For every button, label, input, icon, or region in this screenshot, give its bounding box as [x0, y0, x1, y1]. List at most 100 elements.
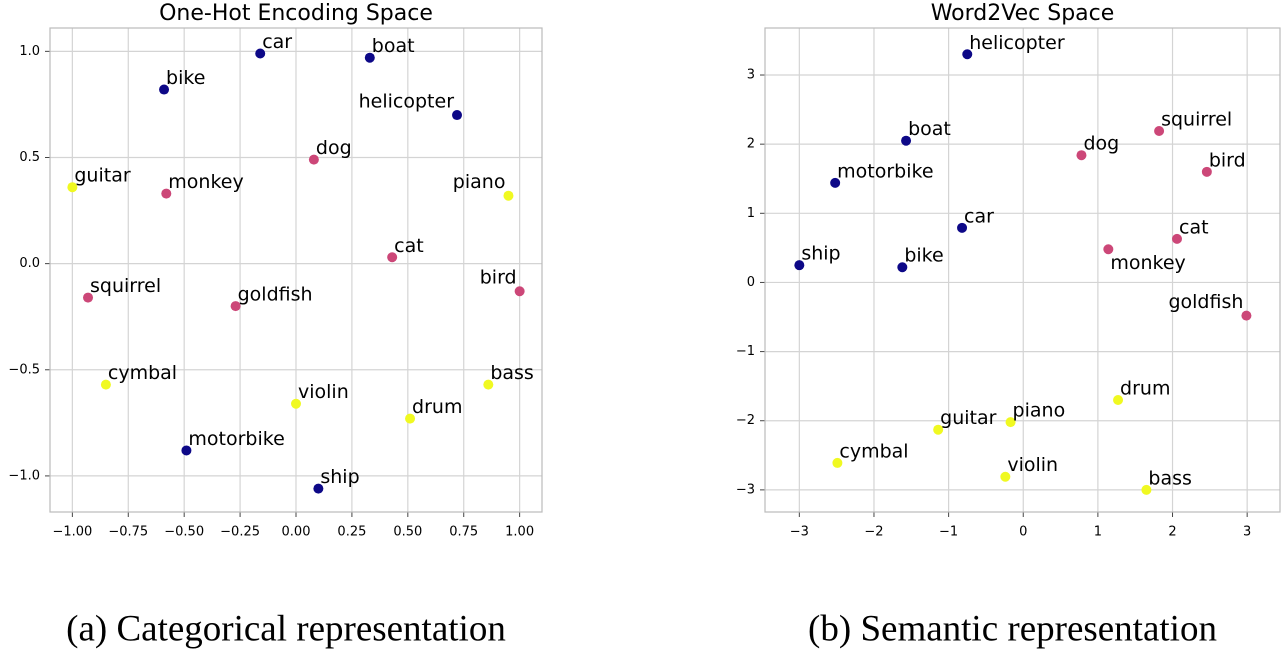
point [161, 188, 172, 199]
point-label: guitar [74, 165, 130, 187]
point [364, 52, 375, 63]
x-tick-label: −0.50 [164, 525, 204, 540]
point-label: motorbike [837, 160, 933, 182]
point-label: dog [1083, 133, 1119, 155]
y-tick-label: −0.5 [8, 362, 40, 377]
point-label: ship [320, 466, 359, 488]
x-tick-label: −2 [864, 525, 883, 540]
point [830, 177, 841, 188]
x-tick-label: 0 [1019, 525, 1027, 540]
point-label: motorbike [188, 428, 284, 450]
point-label: bass [1148, 467, 1192, 489]
x-tick-label: −0.25 [220, 525, 260, 540]
y-tick-label: −3 [736, 482, 755, 497]
chart-title: One-Hot Encoding Space [159, 1, 433, 26]
y-tick-label: 2 [747, 137, 755, 152]
point [1154, 126, 1165, 137]
point [794, 260, 805, 271]
point-label: boat [908, 118, 951, 140]
point-label: piano [453, 171, 506, 193]
point [1241, 310, 1252, 321]
point [230, 301, 241, 312]
y-tick-label: 1 [747, 206, 755, 221]
plot-frame [764, 27, 1281, 513]
point [503, 190, 514, 201]
point [100, 379, 111, 390]
point [291, 398, 301, 409]
point-label: helicopter [359, 91, 455, 113]
point-label: cymbal [839, 440, 908, 462]
point-label: bass [490, 362, 534, 384]
point [387, 252, 398, 263]
point [1172, 233, 1182, 244]
point-label: cymbal [108, 362, 177, 384]
point [1201, 166, 1212, 177]
point-label: bird [1209, 149, 1246, 171]
point [897, 262, 908, 273]
point-label: boat [372, 35, 415, 57]
point [933, 424, 944, 435]
point-label: violin [1007, 454, 1058, 476]
point-label: squirrel [1161, 109, 1232, 131]
point [514, 286, 525, 297]
point-label: car [262, 31, 292, 53]
point-label: bike [166, 67, 205, 89]
x-tick-label: 2 [1168, 525, 1176, 540]
y-tick-label: −1 [736, 344, 755, 359]
point-label: violin [298, 381, 349, 403]
point-label: cat [1179, 216, 1209, 238]
point [1076, 150, 1087, 161]
point-label: drum [1120, 377, 1170, 399]
x-tick-label: 3 [1243, 525, 1251, 540]
point-label: goldfish [238, 284, 313, 306]
x-tick-label: 0.25 [337, 525, 366, 540]
point [1000, 471, 1011, 482]
y-tick-label: 1.0 [19, 44, 40, 59]
point [1141, 484, 1152, 495]
caption: (a) Categorical representation [66, 608, 506, 649]
point-label: goldfish [1168, 291, 1243, 313]
point-label: monkey [168, 171, 243, 193]
point [405, 413, 416, 424]
x-tick-label: −1.00 [52, 525, 92, 540]
point-label: helicopter [969, 32, 1065, 54]
point [832, 457, 843, 468]
x-tick-label: 1 [1094, 525, 1102, 540]
y-tick-label: −2 [736, 413, 755, 428]
point [83, 292, 94, 303]
point [1113, 394, 1124, 405]
point-label: dog [316, 137, 352, 159]
point [255, 48, 266, 59]
point [1103, 244, 1114, 255]
point [962, 49, 973, 60]
point-label: car [964, 205, 994, 227]
plot-frame [49, 27, 543, 513]
y-tick-label: −1.0 [8, 468, 40, 483]
x-tick-label: −0.75 [108, 525, 148, 540]
point-label: drum [412, 396, 462, 418]
point [901, 135, 912, 146]
point [67, 182, 78, 193]
point [452, 110, 463, 121]
x-tick-label: −3 [790, 525, 809, 540]
x-tick-label: 0.00 [282, 525, 311, 540]
x-tick-label: −1 [939, 525, 958, 540]
point [308, 154, 319, 165]
y-tick-label: 0 [747, 275, 755, 290]
x-tick-label: 1.00 [505, 525, 534, 540]
x-tick-label: 0.75 [449, 525, 478, 540]
point [313, 483, 324, 494]
y-tick-label: 0.5 [19, 150, 40, 165]
point [1005, 417, 1016, 428]
x-tick-label: 0.50 [393, 525, 422, 540]
point-label: ship [801, 243, 840, 265]
point-label: piano [1013, 400, 1066, 422]
caption: (b) Semantic representation [808, 608, 1217, 649]
point-label: bike [904, 245, 943, 267]
point-label: guitar [940, 407, 996, 429]
chart-title: Word2Vec Space [931, 1, 1115, 26]
y-tick-label: 3 [747, 68, 755, 83]
point [181, 445, 192, 456]
